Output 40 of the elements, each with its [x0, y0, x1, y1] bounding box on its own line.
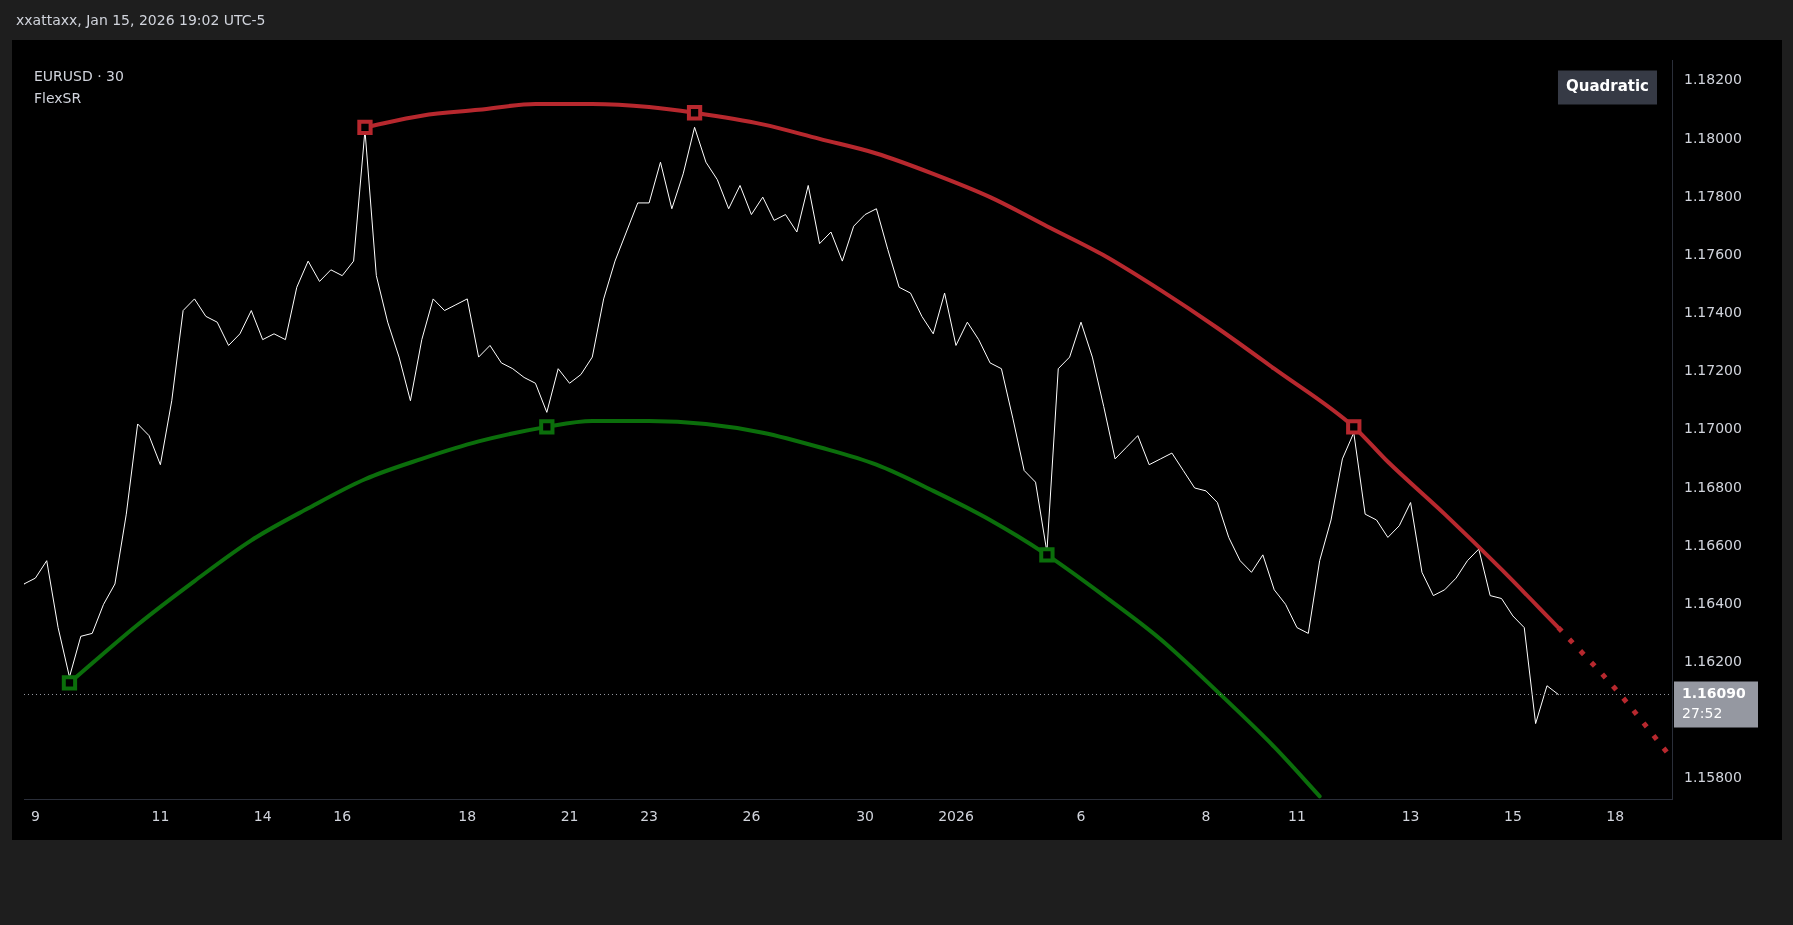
x-tick-label: 18 — [458, 808, 477, 825]
x-tick-label: 30 — [856, 808, 874, 825]
x-tick-label: 18 — [1606, 808, 1625, 825]
text: EURUSD · 30 — [34, 68, 124, 85]
y-tick-label: 1.16600 — [1684, 536, 1742, 553]
y-tick-label: 1.17800 — [1684, 187, 1742, 204]
x-tick-label: 15 — [1503, 808, 1522, 825]
y-tick-label: 1.18200 — [1684, 71, 1742, 88]
x-tick-label: 6 — [1076, 808, 1086, 825]
x-tick-label: 13 — [1401, 808, 1420, 825]
y-tick-label: 1.17600 — [1684, 245, 1742, 262]
point — [686, 105, 703, 121]
point — [1039, 547, 1055, 563]
x-tick-label: 8 — [1201, 808, 1211, 825]
x-tick-label: 11 — [151, 808, 170, 825]
point — [61, 675, 78, 691]
y-tick-label: 1.16400 — [1684, 594, 1742, 611]
x-tick-label: 21 — [560, 808, 579, 825]
y-tick-label: 1.18000 — [1684, 129, 1742, 146]
y-tick-label: 1.16800 — [1684, 478, 1742, 495]
y-tick-label: 1.17400 — [1684, 304, 1742, 321]
text: 27:52 — [1682, 705, 1723, 722]
x-tick-label: 16 — [333, 808, 352, 825]
y-tick-label: 1.16200 — [1684, 653, 1742, 670]
x-tick-label: 26 — [742, 808, 761, 825]
x-tick-label: 23 — [640, 808, 659, 825]
y-tick-label: 1.17000 — [1684, 420, 1742, 437]
x-tick-label: 2026 — [938, 808, 974, 825]
x-tick-label: 9 — [30, 808, 40, 825]
point — [539, 419, 555, 435]
x-tick-label: 11 — [1288, 808, 1306, 825]
y-tick-label: 1.15800 — [1684, 769, 1742, 786]
y-tick-label: 1.17200 — [1684, 362, 1742, 379]
point — [357, 119, 373, 135]
annotation: Quadratic — [1565, 77, 1649, 96]
x-tick-label: 14 — [253, 808, 272, 825]
text: FlexSR — [34, 90, 82, 107]
ref-line-label: 1.16090 — [1682, 685, 1747, 702]
text: xxattaxx, Jan 15, 2026 19:02 UTC-5 — [15, 11, 267, 30]
point — [1346, 419, 1362, 435]
